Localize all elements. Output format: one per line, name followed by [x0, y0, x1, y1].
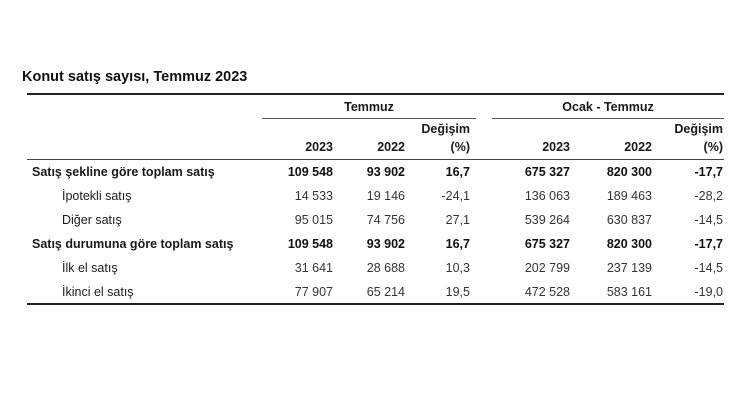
cell-temmuz-change: 10,3: [445, 261, 470, 275]
cell-temmuz-2022: 93 902: [366, 237, 405, 251]
cell-ocak-2022: 189 463: [606, 189, 652, 203]
col-header-temmuz-change-unit: (%): [450, 140, 470, 154]
bottom-rule: [27, 303, 724, 305]
cell-temmuz-2022: 93 902: [366, 165, 405, 179]
cell-ocak-2022: 630 837: [606, 213, 652, 227]
cell-temmuz-2023: 31 641: [294, 261, 333, 275]
cell-temmuz-2023: 109 548: [287, 237, 333, 251]
col-header-temmuz-2022: 2022: [377, 140, 405, 154]
cell-ocak-2022: 820 300: [606, 165, 652, 179]
cell-ocak-2023: 202 799: [524, 261, 570, 275]
cell-temmuz-2023: 109 548: [287, 165, 333, 179]
col-header-ocak-change-unit: (%): [703, 140, 723, 154]
cell-ocak-2023: 675 327: [524, 237, 570, 251]
cell-ocak-change: -14,5: [694, 261, 724, 275]
row-label: İlk el satış: [62, 261, 118, 275]
cell-temmuz-2022: 65 214: [366, 285, 405, 299]
cell-ocak-change: -19,0: [694, 285, 724, 299]
row-label: Diğer satış: [62, 213, 122, 227]
col-header-ocak-2023: 2023: [542, 140, 570, 154]
cell-ocak-2023: 539 264: [524, 213, 570, 227]
cell-ocak-change: -14,5: [694, 213, 724, 227]
cell-temmuz-2022: 74 756: [366, 213, 405, 227]
cell-temmuz-change: 16,7: [445, 165, 470, 179]
cell-ocak-2022: 237 139: [606, 261, 652, 275]
top-rule: [27, 93, 724, 95]
cell-temmuz-change: -24,1: [441, 189, 471, 203]
group-header-ocak-temmuz: Ocak - Temmuz: [562, 100, 654, 114]
col-header-temmuz-change: Değişim: [421, 122, 470, 136]
cell-ocak-change: -28,2: [694, 189, 724, 203]
row-label: Satış durumuna göre toplam satış: [32, 237, 234, 251]
cell-ocak-2023: 472 528: [524, 285, 570, 299]
group-ocak-temmuz-underline: [492, 118, 724, 119]
cell-temmuz-change: 16,7: [445, 237, 470, 251]
cell-temmuz-2023: 95 015: [294, 213, 333, 227]
cell-temmuz-2022: 19 146: [366, 189, 405, 203]
row-label: Satış şekline göre toplam satış: [32, 165, 215, 179]
header-bottom-rule: [27, 159, 724, 160]
col-header-ocak-change: Değişim: [674, 122, 723, 136]
cell-temmuz-change: 27,1: [445, 213, 470, 227]
row-label: İkinci el satış: [62, 285, 134, 299]
cell-temmuz-2023: 14 533: [294, 189, 333, 203]
cell-ocak-change: -17,7: [694, 165, 724, 179]
group-header-temmuz: Temmuz: [344, 100, 394, 114]
cell-ocak-2023: 675 327: [524, 165, 570, 179]
row-label: İpotekli satış: [62, 189, 132, 203]
col-header-temmuz-2023: 2023: [305, 140, 333, 154]
cell-temmuz-2022: 28 688: [366, 261, 405, 275]
cell-ocak-2023: 136 063: [524, 189, 570, 203]
col-header-ocak-2022: 2022: [624, 140, 652, 154]
cell-temmuz-change: 19,5: [445, 285, 470, 299]
cell-ocak-2022: 583 161: [606, 285, 652, 299]
table-title: Konut satış sayısı, Temmuz 2023: [22, 69, 248, 85]
cell-ocak-change: -17,7: [694, 237, 724, 251]
group-temmuz-underline: [262, 118, 476, 119]
cell-ocak-2022: 820 300: [606, 237, 652, 251]
cell-temmuz-2023: 77 907: [294, 285, 333, 299]
